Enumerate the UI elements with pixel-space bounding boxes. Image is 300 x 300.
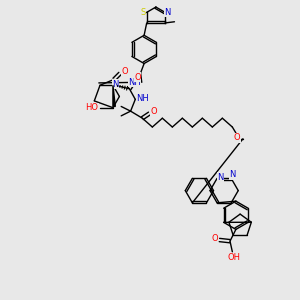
Polygon shape [113, 85, 115, 106]
Text: N: N [112, 80, 119, 88]
Text: HO: HO [85, 103, 98, 112]
Text: O: O [151, 106, 158, 116]
Text: N: N [164, 8, 171, 17]
Text: OH: OH [227, 253, 240, 262]
Text: O: O [234, 133, 240, 142]
Text: O: O [212, 234, 218, 243]
Text: S: S [141, 8, 146, 17]
Text: N: N [229, 170, 236, 179]
Text: O: O [122, 67, 128, 76]
Text: NH: NH [128, 78, 141, 87]
Text: NH: NH [136, 94, 149, 103]
Text: N: N [218, 173, 224, 182]
Text: O: O [134, 73, 141, 82]
